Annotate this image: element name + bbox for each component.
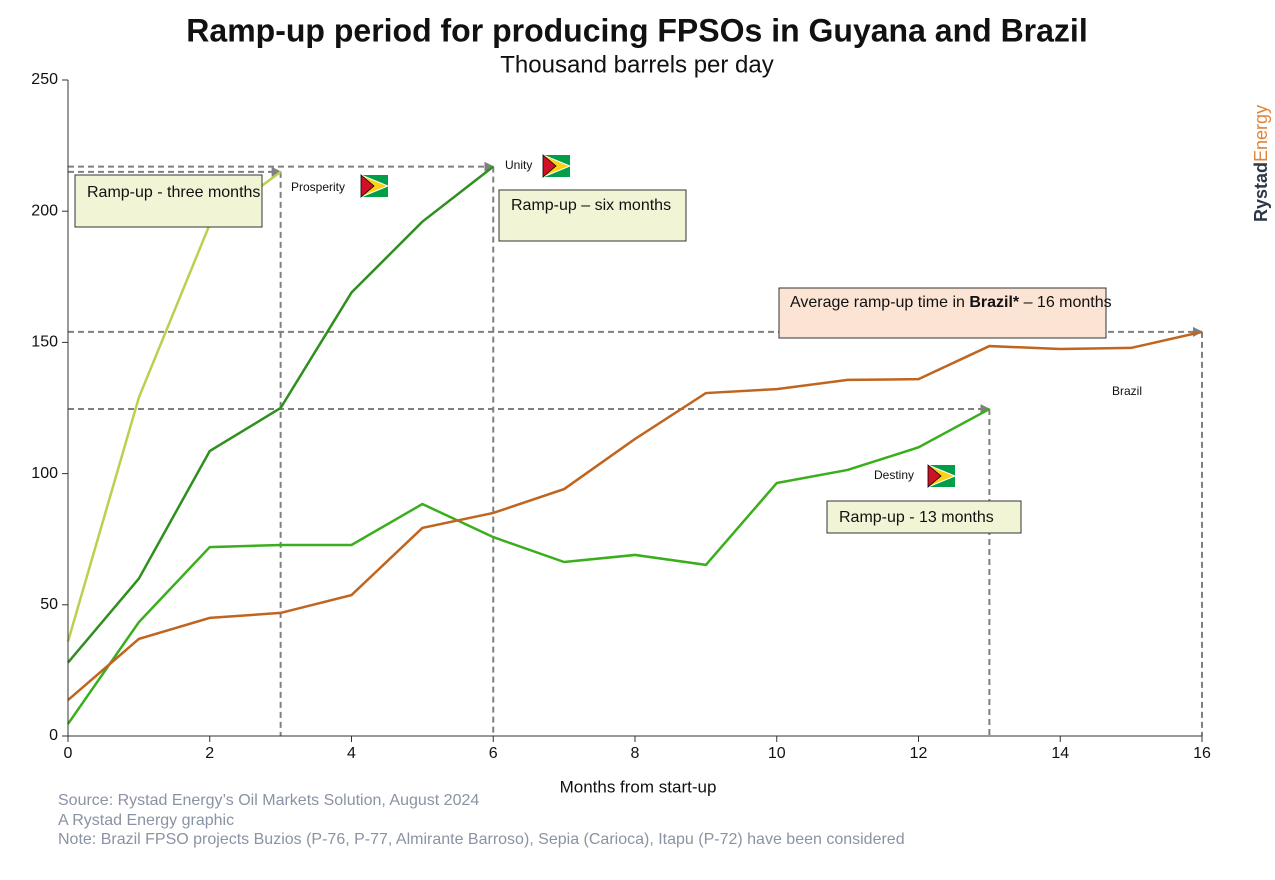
series-label: Destiny bbox=[874, 468, 914, 482]
x-tick-label: 2 bbox=[205, 745, 214, 762]
y-tick-label: 0 bbox=[49, 727, 58, 744]
y-tick-label: 100 bbox=[31, 465, 58, 482]
x-tick-label: 16 bbox=[1193, 745, 1211, 762]
flag bbox=[542, 154, 572, 178]
annotation-text: Ramp-up - three months bbox=[87, 184, 260, 201]
series-label: Prosperity bbox=[291, 180, 345, 194]
annotations: Ramp-up - three months Ramp-up – six mon… bbox=[74, 174, 1112, 534]
logo-part: Energy bbox=[1251, 105, 1271, 162]
flag bbox=[927, 464, 957, 488]
series-label: Unity bbox=[505, 158, 532, 172]
x-tick-label: 12 bbox=[910, 745, 928, 762]
annotation-box bbox=[498, 189, 687, 242]
annotation-text: Average ramp-up time in bbox=[790, 294, 969, 311]
series-line bbox=[66, 407, 990, 725]
logo: RystadEnergy bbox=[1251, 105, 1271, 222]
x-tick-label: 4 bbox=[347, 745, 356, 762]
series-label: Brazil bbox=[1112, 384, 1142, 398]
chart-title: Ramp-up period for producing FPSOs in Gu… bbox=[186, 12, 1087, 48]
x-tick-label: 6 bbox=[489, 745, 498, 762]
series-line bbox=[67, 165, 495, 664]
annotation-text: – 16 months bbox=[1019, 294, 1112, 311]
annotation-box bbox=[74, 174, 263, 228]
annotation: Ramp-up - three months bbox=[87, 184, 260, 201]
x-tick-label: 0 bbox=[64, 745, 73, 762]
x-tick-label: 10 bbox=[768, 745, 786, 762]
flags bbox=[360, 154, 957, 488]
flag bbox=[360, 174, 390, 198]
annotation: Ramp-up – six months bbox=[511, 197, 671, 214]
series-line bbox=[66, 170, 282, 642]
annotation: Average ramp-up time in Brazil* – 16 mon… bbox=[790, 294, 1112, 311]
x-tick-label: 14 bbox=[1051, 745, 1069, 762]
x-axis-label: Months from start-up bbox=[560, 777, 717, 796]
credit-note: A Rystad Energy graphic bbox=[58, 812, 234, 829]
y-tick-label: 50 bbox=[40, 596, 58, 613]
logo-part: Rystad bbox=[1251, 162, 1271, 222]
annotation-box bbox=[826, 500, 1022, 534]
annotation-box bbox=[778, 287, 1107, 339]
y-tick-label: 250 bbox=[31, 71, 58, 88]
x-tick-label: 8 bbox=[631, 745, 640, 762]
y-tick-label: 150 bbox=[31, 334, 58, 351]
chart-subtitle: Thousand barrels per day bbox=[500, 51, 774, 78]
footnote: Note: Brazil FPSO projects Buzios (P-76,… bbox=[58, 831, 905, 848]
annotation: Ramp-up - 13 months bbox=[839, 509, 994, 526]
annotation-text: Brazil* bbox=[969, 294, 1020, 311]
y-tick-label: 200 bbox=[31, 202, 58, 219]
series-line bbox=[67, 330, 1203, 701]
source-note: Source: Rystad Energy’s Oil Markets Solu… bbox=[58, 792, 479, 809]
